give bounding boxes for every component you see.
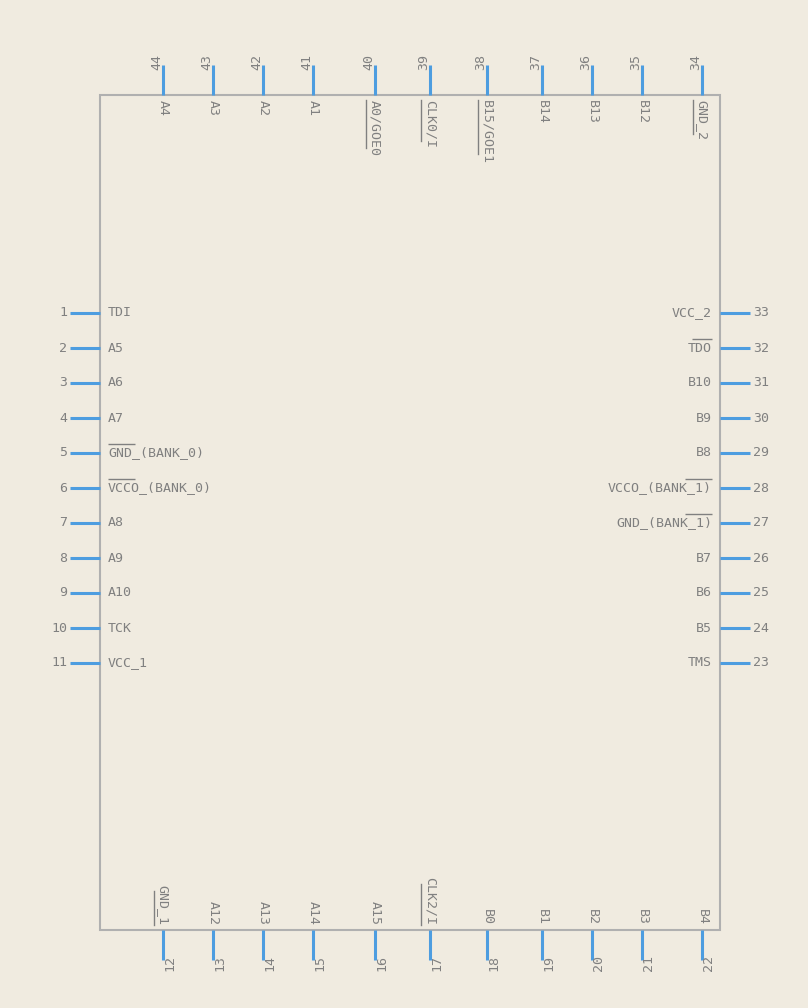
Text: 9: 9	[59, 587, 67, 600]
Text: CLK2/I: CLK2/I	[423, 877, 436, 925]
Text: 23: 23	[753, 656, 769, 669]
Text: 8: 8	[59, 551, 67, 564]
Text: 27: 27	[753, 516, 769, 529]
Text: VCCO_(BANK_0): VCCO_(BANK_0)	[108, 482, 212, 495]
Text: B9: B9	[696, 411, 712, 424]
Text: GND_1: GND_1	[157, 885, 170, 925]
Text: B15/GOE1: B15/GOE1	[481, 100, 494, 164]
Text: 4: 4	[59, 411, 67, 424]
Text: 11: 11	[51, 656, 67, 669]
Text: A6: A6	[108, 377, 124, 389]
Text: VCC_2: VCC_2	[672, 306, 712, 320]
Text: A3: A3	[207, 100, 220, 116]
Text: 40: 40	[362, 54, 375, 70]
Text: TDI: TDI	[108, 306, 132, 320]
Bar	[100, 95, 720, 930]
Text: 13: 13	[213, 955, 226, 971]
Text: A14: A14	[306, 901, 319, 925]
Text: A7: A7	[108, 411, 124, 424]
Text: A5: A5	[108, 342, 124, 355]
Text: A10: A10	[108, 587, 132, 600]
Text: A15: A15	[368, 901, 381, 925]
Text: GND_(BANK_1): GND_(BANK_1)	[616, 516, 712, 529]
Text: 25: 25	[753, 587, 769, 600]
Text: B5: B5	[696, 622, 712, 634]
Text: 30: 30	[753, 411, 769, 424]
Text: 37: 37	[529, 54, 542, 70]
Text: 39: 39	[417, 54, 430, 70]
Text: 44: 44	[150, 54, 163, 70]
Text: 26: 26	[753, 551, 769, 564]
Text: A1: A1	[306, 100, 319, 116]
Text: A4: A4	[157, 100, 170, 116]
Text: CLK0/I: CLK0/I	[423, 100, 436, 148]
Text: A9: A9	[108, 551, 124, 564]
Text: 34: 34	[689, 54, 702, 70]
Text: A12: A12	[207, 901, 220, 925]
Text: TMS: TMS	[688, 656, 712, 669]
Text: A2: A2	[256, 100, 270, 116]
Text: 21: 21	[642, 955, 655, 971]
Text: 43: 43	[200, 54, 213, 70]
Text: 20: 20	[592, 955, 605, 971]
Text: B13: B13	[586, 100, 599, 124]
Text: 35: 35	[629, 54, 642, 70]
Text: VCC_1: VCC_1	[108, 656, 148, 669]
Text: 33: 33	[753, 306, 769, 320]
Text: B3: B3	[636, 909, 649, 925]
Text: 32: 32	[753, 342, 769, 355]
Text: B10: B10	[688, 377, 712, 389]
Text: 29: 29	[753, 447, 769, 460]
Text: 22: 22	[702, 955, 715, 971]
Text: B6: B6	[696, 587, 712, 600]
Text: 28: 28	[753, 482, 769, 495]
Text: A8: A8	[108, 516, 124, 529]
Text: 17: 17	[430, 955, 443, 971]
Text: 36: 36	[579, 54, 592, 70]
Text: 18: 18	[487, 955, 500, 971]
Text: 10: 10	[51, 622, 67, 634]
Text: TDO: TDO	[688, 342, 712, 355]
Text: 31: 31	[753, 377, 769, 389]
Text: B4: B4	[696, 909, 709, 925]
Text: B8: B8	[696, 447, 712, 460]
Text: GND_2: GND_2	[696, 100, 709, 140]
Text: B2: B2	[586, 909, 599, 925]
Text: 14: 14	[263, 955, 276, 971]
Text: 12: 12	[163, 955, 176, 971]
Text: B7: B7	[696, 551, 712, 564]
Text: 42: 42	[250, 54, 263, 70]
Text: B12: B12	[636, 100, 649, 124]
Text: 2: 2	[59, 342, 67, 355]
Text: 3: 3	[59, 377, 67, 389]
Text: GND_(BANK_0): GND_(BANK_0)	[108, 447, 204, 460]
Text: A13: A13	[256, 901, 270, 925]
Text: 7: 7	[59, 516, 67, 529]
Text: 5: 5	[59, 447, 67, 460]
Text: A0/GOE0: A0/GOE0	[368, 100, 381, 156]
Text: 19: 19	[542, 955, 555, 971]
Text: 16: 16	[375, 955, 388, 971]
Text: 24: 24	[753, 622, 769, 634]
Text: 15: 15	[313, 955, 326, 971]
Text: TCK: TCK	[108, 622, 132, 634]
Text: B1: B1	[536, 909, 549, 925]
Text: 38: 38	[474, 54, 487, 70]
Text: 1: 1	[59, 306, 67, 320]
Text: B0: B0	[481, 909, 494, 925]
Text: VCCO_(BANK_1): VCCO_(BANK_1)	[608, 482, 712, 495]
Text: 6: 6	[59, 482, 67, 495]
Text: 41: 41	[300, 54, 313, 70]
Text: B14: B14	[536, 100, 549, 124]
